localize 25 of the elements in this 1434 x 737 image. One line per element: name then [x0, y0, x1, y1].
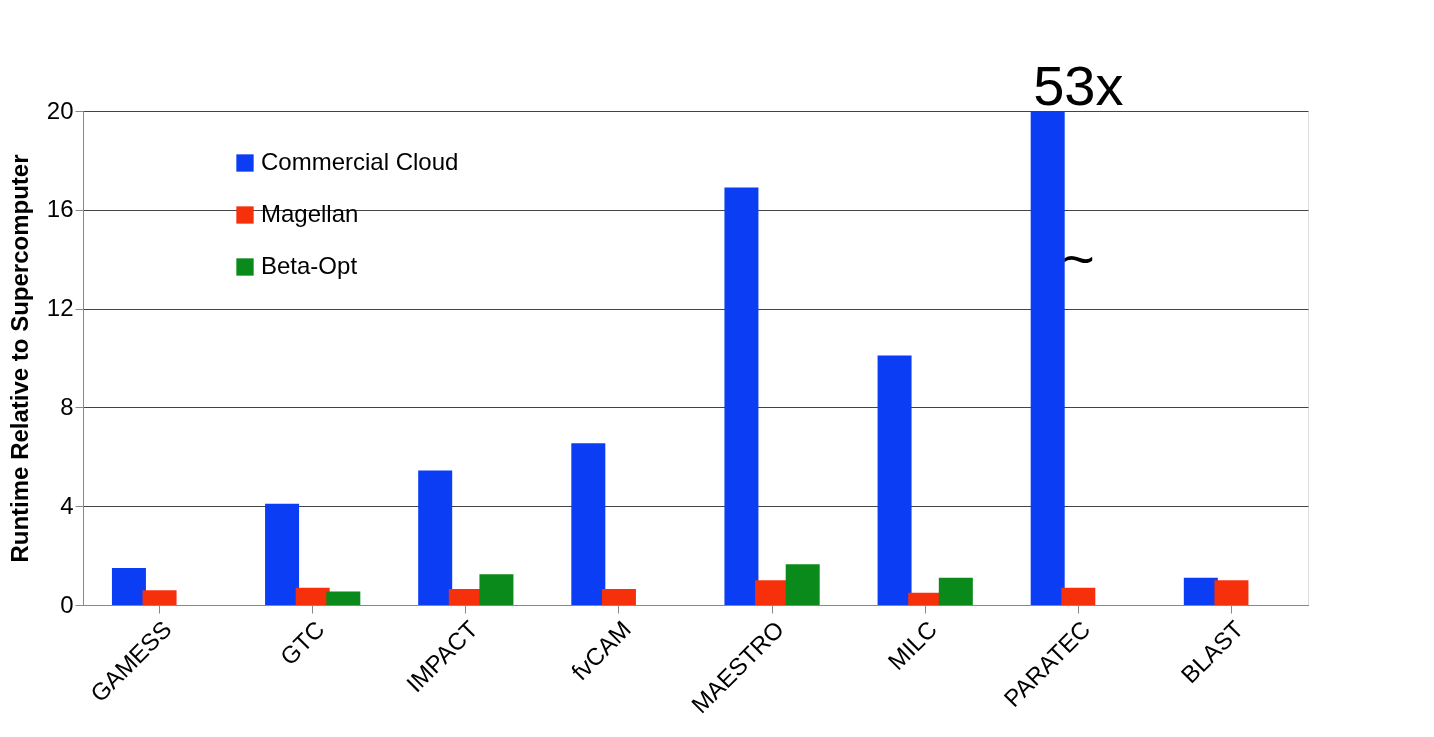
legend-label: Beta-Opt: [261, 252, 358, 279]
y-tick-label: 4: [60, 491, 74, 519]
bar: [571, 443, 606, 605]
bar: [142, 590, 177, 605]
y-axis-title: Runtime Relative to Supercomputer: [5, 154, 33, 563]
bar: [418, 470, 453, 605]
y-tick-label: 8: [60, 392, 74, 420]
bar: [724, 187, 759, 605]
bar: [479, 574, 514, 605]
bar: [265, 503, 300, 605]
annotation: 53x: [1033, 54, 1124, 117]
bar: [326, 591, 361, 605]
bar: [938, 577, 973, 605]
legend-label: Commercial Cloud: [261, 148, 459, 175]
bar: [877, 355, 912, 605]
y-tick-label: 0: [60, 590, 74, 618]
y-tick-label: 16: [46, 195, 74, 223]
bar: [785, 564, 820, 605]
bar: [1061, 587, 1096, 605]
bar: [111, 567, 146, 605]
y-tick-label: 20: [46, 96, 74, 124]
bar: [1030, 111, 1065, 605]
y-tick-label: 12: [46, 294, 74, 322]
bar: [1214, 580, 1249, 605]
bar: [601, 588, 636, 605]
